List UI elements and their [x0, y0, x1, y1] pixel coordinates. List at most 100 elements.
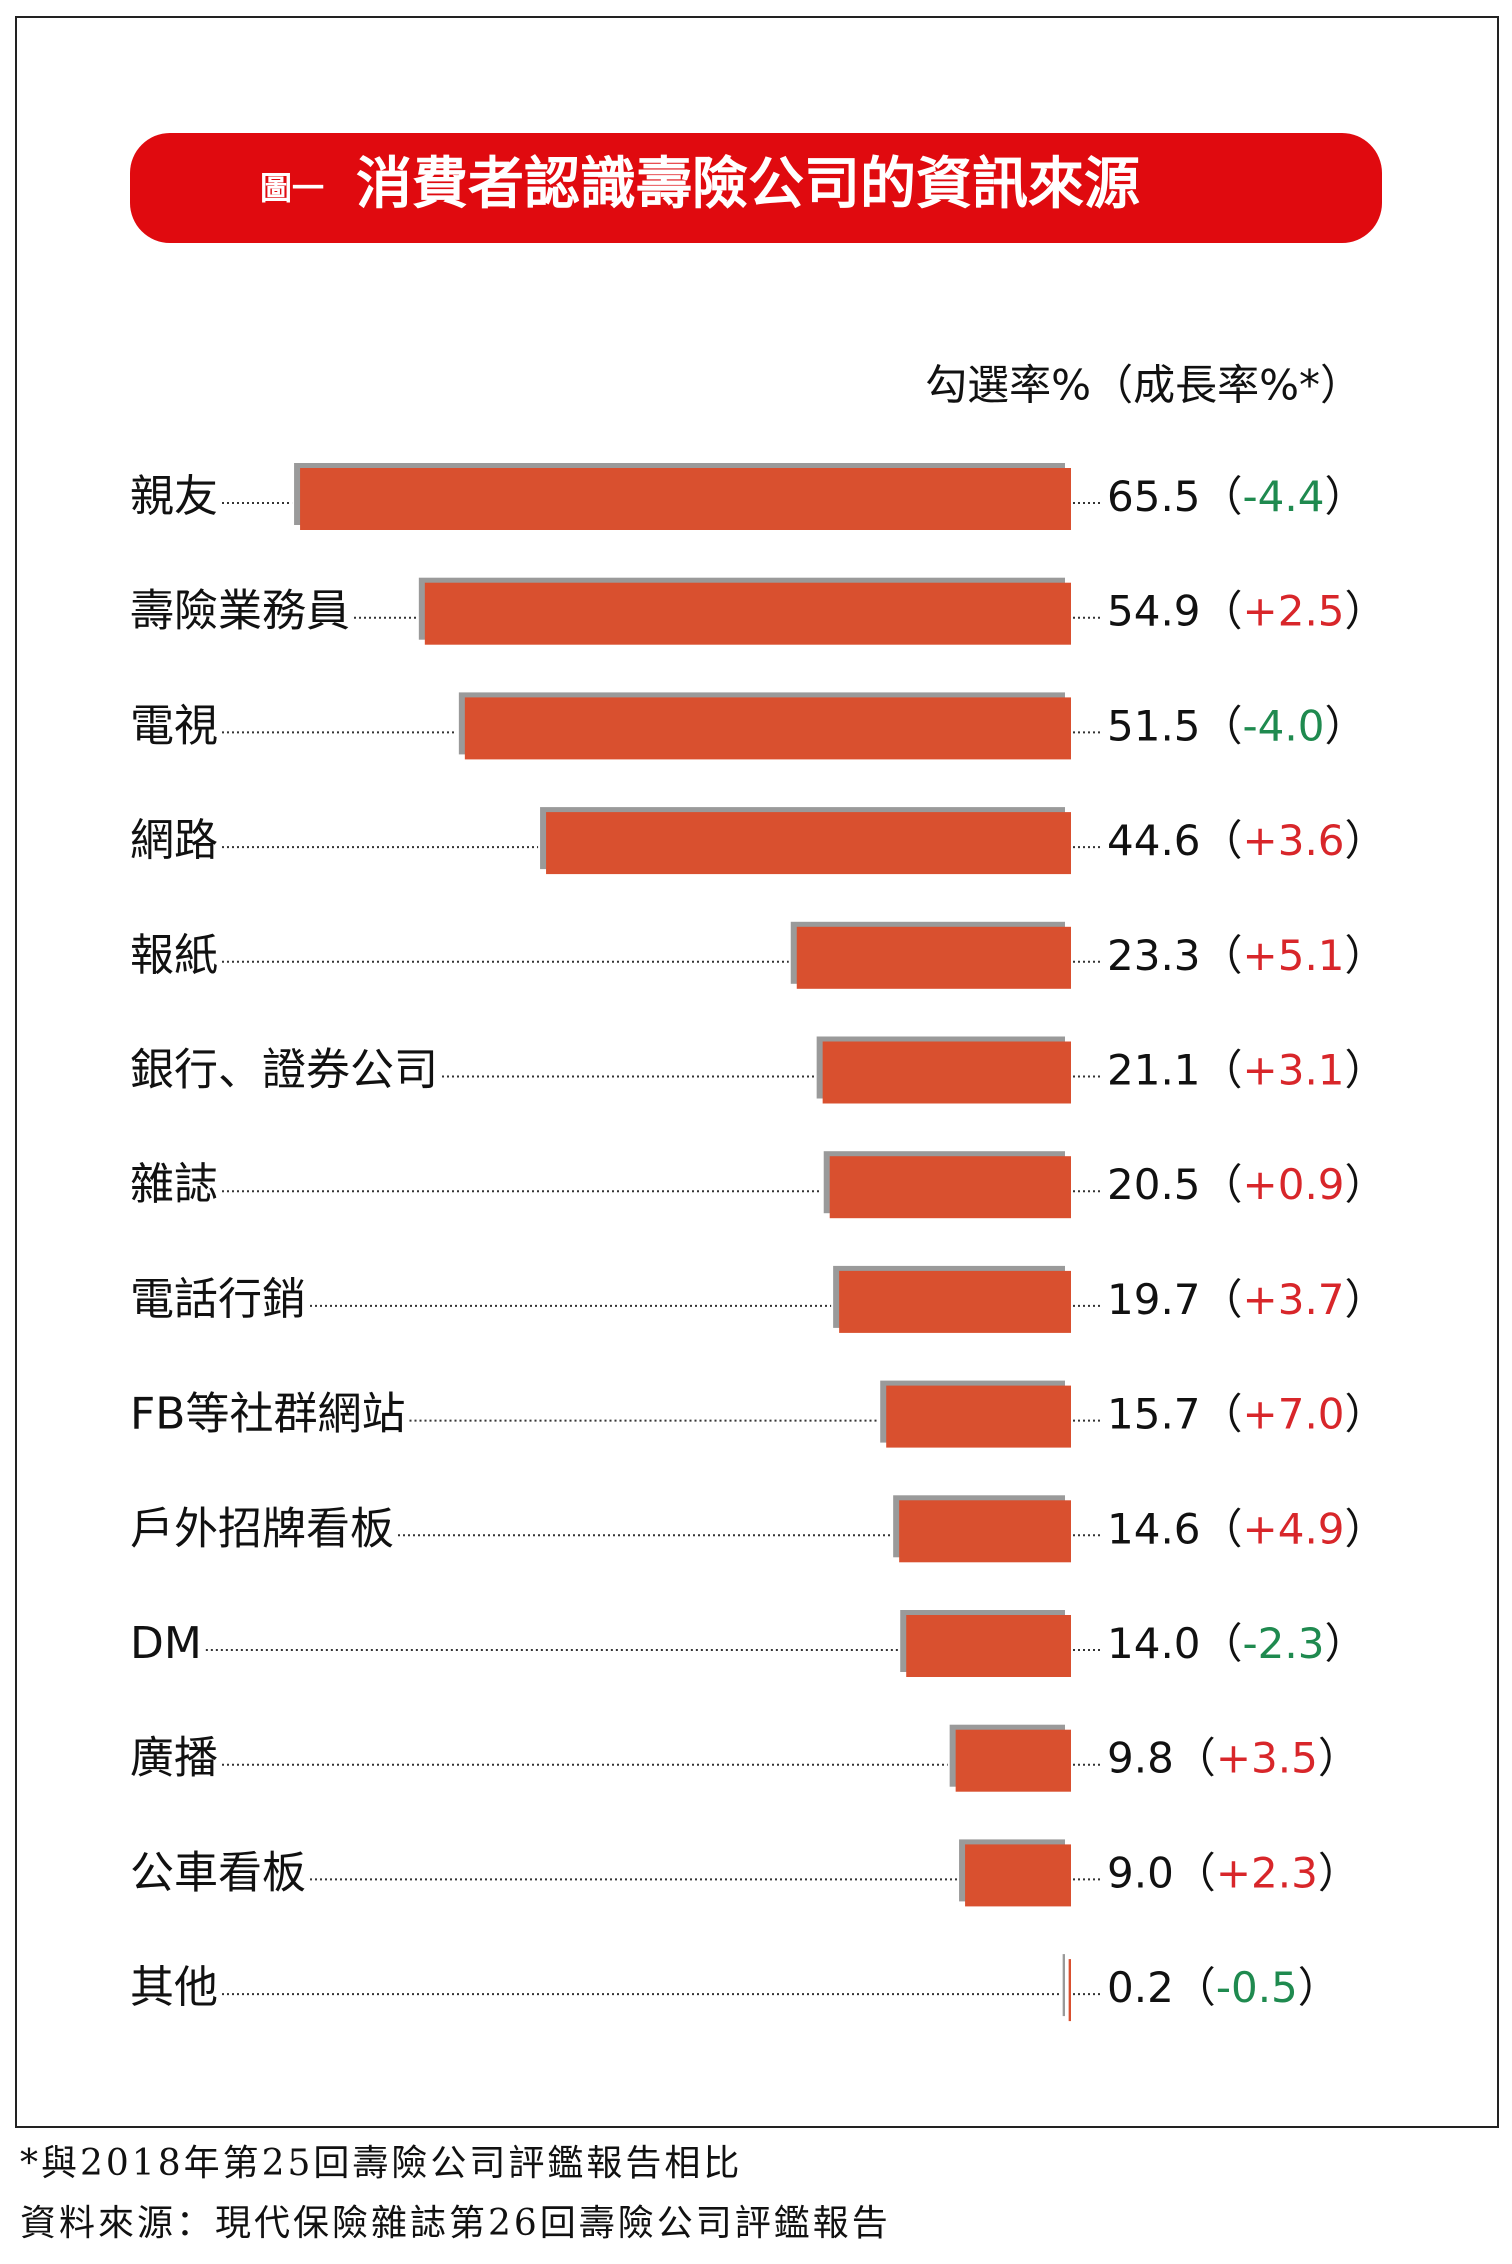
bracket: （	[1201, 1619, 1243, 1668]
value: 51.5	[1107, 701, 1201, 750]
growth-value: +2.5	[1243, 586, 1345, 635]
growth-value: -0.5	[1216, 1963, 1298, 2012]
bar	[899, 1500, 1071, 1563]
value: 19.7	[1107, 1274, 1201, 1323]
value: 14.6	[1107, 1504, 1201, 1553]
value-label: 19.7（+3.7）	[1107, 1274, 1387, 1323]
value-label: 0.2（-0.5）	[1107, 1963, 1340, 2012]
growth-value: -2.3	[1243, 1619, 1325, 1668]
category-label: 其他	[130, 1962, 218, 2013]
figure-label: 圖一	[260, 169, 324, 207]
growth-value: +3.6	[1243, 816, 1345, 865]
bar	[822, 1041, 1071, 1104]
footnote: *與2018年第25回壽險公司評鑑報告相比	[20, 2143, 742, 2184]
bracket: ）	[1324, 701, 1366, 750]
value-label: 65.5（-4.4）	[1107, 472, 1367, 521]
value-label: 54.9（+2.5）	[1107, 586, 1387, 635]
bracket: ）	[1345, 1274, 1387, 1323]
bracket: ）	[1318, 1733, 1360, 1782]
bracket: （	[1201, 816, 1243, 865]
bracket: ）	[1345, 1160, 1387, 1209]
bar	[829, 1156, 1071, 1219]
bracket: ）	[1345, 1389, 1387, 1438]
value-header: 勾選率%（成長率%*）	[925, 361, 1362, 410]
bracket: ）	[1318, 1848, 1360, 1897]
bar	[796, 926, 1071, 989]
bracket: ）	[1345, 1504, 1387, 1553]
bracket: （	[1201, 930, 1243, 979]
value: 44.6	[1107, 816, 1201, 865]
bar	[839, 1270, 1071, 1333]
value-label: 21.1（+3.1）	[1107, 1045, 1387, 1094]
value: 15.7	[1107, 1389, 1201, 1438]
category-label: 網路	[130, 815, 218, 866]
category-label: 公車看板	[130, 1847, 306, 1898]
value-label: 20.5（+0.9）	[1107, 1160, 1387, 1209]
frame	[15, 16, 1499, 2128]
category-label: 電視	[130, 700, 218, 751]
category-label: 戶外招牌看板	[130, 1503, 394, 1554]
value-label: 44.6（+3.6）	[1107, 816, 1387, 865]
category-label: 雜誌	[130, 1159, 218, 1210]
value: 14.0	[1107, 1619, 1201, 1668]
growth-value: +3.1	[1243, 1045, 1345, 1094]
value-label: 23.3（+5.1）	[1107, 930, 1387, 979]
bar	[300, 468, 1071, 530]
category-label: 壽險業務員	[130, 586, 350, 637]
bracket: （	[1201, 1389, 1243, 1438]
category-label: FB等社群網站	[130, 1389, 406, 1440]
bar	[1068, 1959, 1071, 2022]
category-label: 廣播	[130, 1733, 218, 1784]
value-label: 14.6（+4.9）	[1107, 1504, 1387, 1553]
value: 65.5	[1107, 472, 1201, 521]
bracket: ）	[1345, 1045, 1387, 1094]
bar-shadow	[1062, 1954, 1065, 2017]
bracket: （	[1201, 1504, 1243, 1553]
category-label: 親友	[130, 471, 218, 522]
bracket: （	[1201, 701, 1243, 750]
growth-value: +4.9	[1243, 1504, 1345, 1553]
bracket: （	[1174, 1733, 1216, 1782]
bracket: ）	[1324, 472, 1366, 521]
value: 0.2	[1107, 1963, 1174, 2012]
bracket: （	[1201, 1045, 1243, 1094]
category-label: 銀行、證券公司	[130, 1045, 438, 1096]
growth-value: +3.7	[1243, 1274, 1345, 1323]
bracket: （	[1201, 472, 1243, 521]
growth-value: +5.1	[1243, 930, 1345, 979]
value-label: 14.0（-2.3）	[1107, 1619, 1367, 1668]
bracket: （	[1201, 1274, 1243, 1323]
growth-value: +7.0	[1243, 1389, 1345, 1438]
bracket: （	[1201, 1160, 1243, 1209]
bracket: ）	[1345, 586, 1387, 635]
chart-title: 消費者認識壽險公司的資訊來源	[356, 152, 1140, 217]
bracket: ）	[1298, 1963, 1340, 2012]
category-label: 電話行銷	[130, 1274, 306, 1325]
bracket: ）	[1345, 816, 1387, 865]
growth-value: +0.9	[1243, 1160, 1345, 1209]
title-banner	[130, 133, 1382, 243]
value: 21.1	[1107, 1045, 1201, 1094]
category-label: 報紙	[130, 930, 218, 981]
value: 20.5	[1107, 1160, 1201, 1209]
value-label: 15.7（+7.0）	[1107, 1389, 1387, 1438]
growth-value: +3.5	[1216, 1733, 1318, 1782]
bar	[955, 1729, 1071, 1792]
growth-value: +2.3	[1216, 1848, 1318, 1897]
value: 54.9	[1107, 586, 1201, 635]
bar	[965, 1844, 1071, 1907]
growth-value: -4.4	[1243, 472, 1325, 521]
bar	[464, 697, 1072, 760]
value: 9.0	[1107, 1848, 1174, 1897]
value: 9.8	[1107, 1733, 1174, 1782]
bracket: （	[1174, 1848, 1216, 1897]
bar	[546, 812, 1071, 875]
value-label: 9.8（+3.5）	[1107, 1733, 1360, 1782]
bracket: （	[1174, 1963, 1216, 2012]
value-label: 51.5（-4.0）	[1107, 701, 1367, 750]
value-label: 9.0（+2.3）	[1107, 1848, 1360, 1897]
bracket: ）	[1324, 1619, 1366, 1668]
bar	[886, 1385, 1071, 1448]
bracket: （	[1201, 586, 1243, 635]
